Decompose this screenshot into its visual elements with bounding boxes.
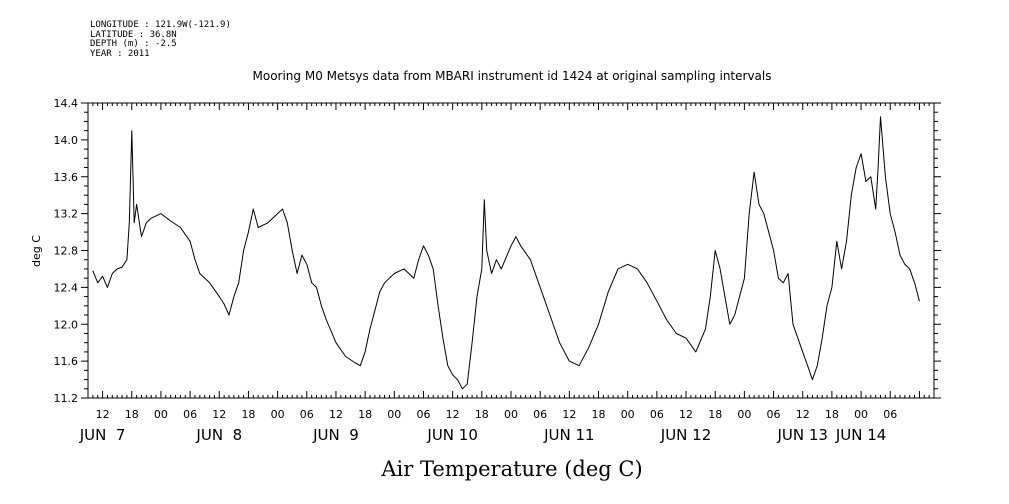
chart-title: Mooring M0 Metsys data from MBARI instru…	[253, 69, 772, 83]
plot-frame	[87, 102, 935, 399]
x-hour-label: 06	[533, 408, 547, 421]
x-hour-label: 00	[621, 408, 635, 421]
y-tick-label: 11.6	[54, 355, 79, 368]
y-tick-label: 12.0	[54, 318, 79, 331]
latitude-text: LATITUDE : 36.8N	[90, 29, 177, 40]
x-day-label: JUN 11	[543, 426, 594, 444]
x-hour-label: 12	[796, 408, 810, 421]
x-hour-label: 00	[387, 408, 401, 421]
x-hour-label: 12	[679, 408, 693, 421]
y-axis: 11.2 11.6 12.0 12.4 12.8 13.2 13.6 14.0 14.4	[54, 97, 941, 405]
y-tick-label: 12.8	[54, 245, 79, 258]
x-hour-label: 06	[767, 408, 781, 421]
x-hour-label: 18	[241, 408, 255, 421]
x-hour-label: 18	[475, 408, 489, 421]
series-line-1	[92, 116, 920, 390]
x-hour-label: 18	[125, 408, 139, 421]
x-day-label: JUN 8	[195, 426, 242, 444]
x-axis-title: Air Temperature (deg C)	[380, 457, 642, 481]
longitude-text: LONGITUDE : 121.9W(-121.9)	[90, 20, 231, 30]
x-hour-label: 12	[446, 408, 460, 421]
x-hour-label: 06	[183, 408, 197, 421]
x-hour-label: 12	[329, 408, 343, 421]
x-day-label: JUN 9	[312, 426, 359, 444]
x-hour-label: 00	[854, 408, 868, 421]
x-hour-label: 12	[212, 408, 226, 421]
x-axis: 12 18 00 06 12 18 00 06 12 18 00 06 12 18 00 06 12 18 00 06…	[79, 103, 935, 444]
x-hour-label: 06	[300, 408, 314, 421]
x-hour-label: 00	[737, 408, 751, 421]
x-day-label: JUN 7	[79, 426, 126, 444]
depth-text: DEPTH (m) : -2.5	[90, 39, 177, 49]
x-hour-label: 06	[650, 408, 664, 421]
x-hour-label: 18	[825, 408, 839, 421]
y-axis-label: deg C	[30, 235, 43, 267]
station-metadata: LONGITUDE : 121.9W(-121.9) LATITUDE : 36…	[90, 20, 231, 59]
year-text: YEAR : 2011	[90, 48, 150, 59]
x-hour-label: 06	[883, 408, 897, 421]
y-tick-label: 14.0	[54, 134, 79, 147]
x-hour-label: 06	[416, 408, 430, 421]
x-hour-label: 12	[96, 408, 110, 421]
series-layer	[92, 116, 920, 390]
y-tick-label: 13.2	[54, 208, 79, 221]
x-day-label: JUN 10	[426, 426, 477, 444]
x-hour-label: 00	[271, 408, 285, 421]
x-hour-label: 18	[708, 408, 722, 421]
x-hour-label: 12	[562, 408, 576, 421]
y-tick-label: 12.4	[54, 281, 79, 294]
y-tick-label: 13.6	[54, 171, 79, 184]
x-hour-label: 18	[592, 408, 606, 421]
x-day-label: JUN 14	[835, 426, 886, 444]
y-tick-label: 11.2	[54, 392, 79, 405]
x-hour-label: 00	[504, 408, 518, 421]
x-hour-label: 18	[358, 408, 372, 421]
y-tick-label: 14.4	[54, 97, 79, 110]
x-day-label: JUN 13	[776, 426, 827, 444]
x-hour-label: 00	[154, 408, 168, 421]
x-day-label: JUN 12	[660, 426, 711, 444]
